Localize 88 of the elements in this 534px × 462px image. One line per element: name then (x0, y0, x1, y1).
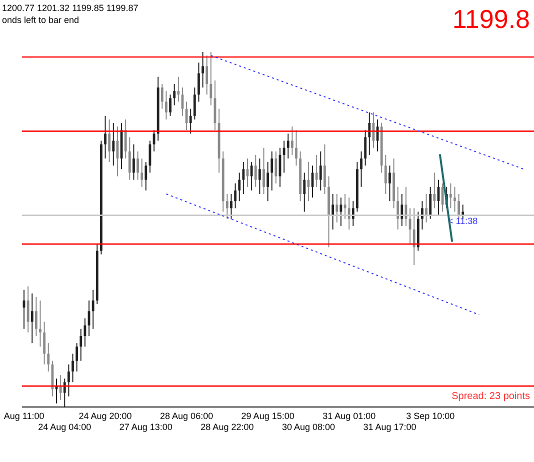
candlestick (128, 136, 131, 180)
candlestick (324, 144, 326, 194)
text: onds left to bar end (2, 15, 80, 25)
candlestick (388, 165, 391, 202)
candlestick (112, 122, 115, 166)
candlestick (169, 94, 172, 116)
candlestick (189, 108, 192, 134)
x-tick-label: 28 Aug 06:00 (160, 411, 214, 421)
candlestick (108, 118, 111, 163)
candlestick (433, 172, 436, 209)
candlestick (270, 150, 274, 191)
candlestick (198, 62, 200, 102)
candlestick (92, 289, 94, 330)
candlestick (193, 87, 196, 120)
candlestick (425, 194, 428, 223)
candlestick (295, 130, 298, 166)
candlestick (303, 172, 306, 212)
candlestick (210, 52, 212, 106)
candlestick (266, 162, 270, 202)
candlestick (206, 55, 208, 96)
candlestick (458, 194, 460, 220)
annotation: Spread: 23 points (452, 391, 530, 402)
candlestick (336, 194, 338, 223)
candlestick (348, 197, 350, 230)
x-tick-label: 28 Aug 22:00 (200, 422, 254, 432)
candlestick (47, 342, 50, 372)
candlestick (132, 144, 135, 180)
candlestick (315, 154, 318, 188)
candlestick (39, 300, 42, 348)
candlestick (59, 374, 62, 400)
candlestick (282, 140, 286, 174)
candlestick (230, 194, 232, 220)
candlestick (262, 147, 265, 194)
x-tick-label: 29 Aug 15:00 (241, 411, 294, 421)
x-tick-label: 3 Sep 10:00 (406, 411, 455, 421)
candlestick (104, 115, 106, 159)
candlestick (307, 162, 310, 202)
candlestick (274, 150, 278, 184)
candlestick (43, 321, 46, 365)
candlestick (26, 286, 30, 333)
candlestick (34, 296, 38, 336)
candlestick (124, 118, 127, 159)
candlestick (454, 186, 456, 212)
candlestick (80, 328, 82, 362)
candlestick (412, 208, 416, 266)
candlestick (368, 112, 371, 156)
x-tick-label: 27 Aug 13:00 (119, 422, 172, 432)
candlestick (173, 83, 176, 106)
candlestick (76, 342, 78, 372)
x-tick-label: 30 Aug 08:00 (282, 422, 336, 432)
candlestick (254, 154, 257, 188)
candlestick (449, 182, 452, 209)
candlestick (234, 182, 236, 209)
candlestick (400, 194, 404, 226)
candlestick (63, 378, 66, 407)
candlestick (250, 162, 253, 191)
text: 1199.8 (452, 4, 530, 34)
candlestick (238, 172, 241, 202)
candlestick (258, 158, 261, 194)
candlestick (360, 150, 362, 188)
candlestick (242, 162, 245, 194)
candlestick (286, 133, 290, 159)
candlestick (290, 126, 294, 156)
candlestick (165, 90, 168, 120)
x-tick-label: 24 Aug 04:00 (38, 422, 92, 432)
candlestick (30, 292, 34, 344)
x-tick-label: 24 Aug 20:00 (78, 411, 132, 421)
candlestick (140, 158, 144, 188)
candlestick (160, 83, 164, 110)
candlestick (429, 186, 432, 220)
candlestick (364, 130, 367, 166)
candlestick (332, 194, 334, 230)
candlestick (226, 194, 228, 220)
candlestick (72, 353, 74, 383)
candlestick (352, 200, 354, 226)
x-tick-label: 31 Aug 01:00 (322, 411, 376, 421)
candlestick (396, 186, 400, 230)
candlestick (384, 154, 387, 194)
candlestick (319, 150, 322, 191)
candlestick (177, 76, 180, 102)
candlestick (421, 200, 424, 230)
candlestick (68, 364, 70, 397)
x-tick-label: 31 Aug 17:00 (363, 422, 416, 432)
candlestick (144, 162, 148, 191)
candlestick (202, 52, 204, 88)
x-tick-label: Aug 11:00 (4, 411, 44, 421)
text: 1200.77 1201.32 1199.85 1199.87 (2, 3, 138, 13)
candlestick (136, 150, 139, 180)
